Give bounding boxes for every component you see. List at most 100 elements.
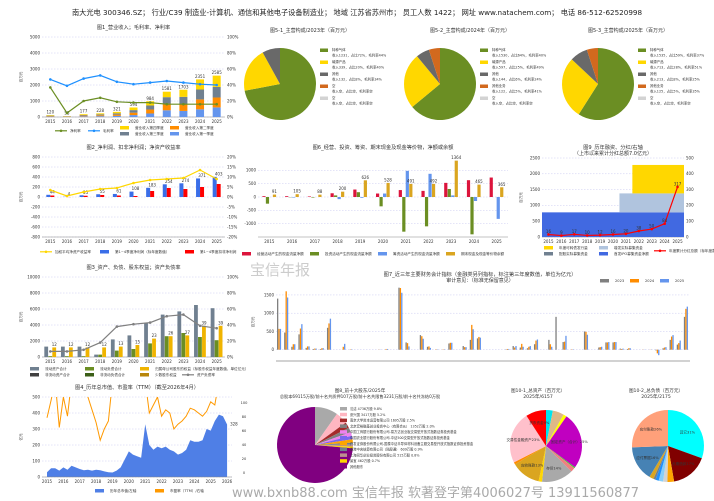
legend-swatch [170,132,179,136]
indicator-bar [513,346,514,350]
legend-label: 流动资产合计 [45,366,67,371]
equity-label: 12 [102,342,108,347]
cashflow-bar [266,197,269,204]
legend-label: 资产负债率 [197,372,215,377]
legend-detail: 收入1231，占比72%，毛利率44% [332,53,387,58]
x-tick-label: 2015 [264,239,275,244]
indicator-bar [514,348,515,350]
y-tick-label: 1500 [264,292,275,297]
indicator-bar [477,338,478,349]
cashflow-bar [451,195,454,197]
bar-value-label: 2585 [212,70,223,75]
line-debt-ratio-point [82,349,85,352]
legend-label: 广发证券股份有限公司-国泰中证半导体材料设备主题交易型开放式指数证券投资基金 [350,441,474,446]
legend-detail: 收入125，占比5%，毛利率35% [650,89,701,94]
x-tick-label: 2016 [62,119,73,124]
revenue-bar-segment [113,116,121,117]
equity-label: 23 [152,333,158,338]
y-tick-label: -500 [247,208,257,213]
x-tick-label: 2020 [128,119,139,124]
indicator-bar [277,299,278,350]
line-gross-margin-point [99,74,102,77]
bar-value-label: 1364 [451,155,462,160]
indicator-bar [515,346,516,350]
chart-title: 图10-2_总负债（百万元） [629,387,683,394]
balance-bar [65,356,69,357]
chart-title: 图4_历年总市值、市盈率（TTM）（截至2026年4月） [75,383,199,391]
dividend-label: 317 [674,181,682,186]
equity-label: 27 [185,330,191,335]
legend-detail: 收入132，占比8%，毛利率34% [332,77,383,82]
chart-c4: 0100200300400500图4_历年总市值、市盈率（TTM）（截至2026… [0,382,240,500]
balance-bar [115,351,119,357]
x-tick-label: 2024 [469,239,480,244]
bar-value-label: 626 [361,175,369,180]
profit-bar [130,192,134,197]
y-tick-label: 1000 [530,203,541,208]
balance-bar [161,315,165,357]
line-net-margin-point [99,97,102,100]
revenue-bar-segment [163,110,171,117]
y2-tick-label: 0% [227,194,234,199]
dividend-label: 16 [610,229,616,234]
indicator-bar [664,348,665,350]
profit-bar [163,184,167,197]
indicator-bar [420,335,421,350]
x-tick-label: 2025 [212,359,223,364]
legend-swatch [340,453,347,457]
legend-label: 非流动资产合计 [45,372,71,377]
revenue-bar-segment [179,90,187,97]
cashflow-bar [500,187,503,197]
chart-subtitle: 2025年/6157 [523,393,553,400]
indicator-bar [672,335,673,350]
legend-label: 空 [332,95,336,100]
line-net-margin-point [66,112,69,115]
indicator-bar [323,348,324,349]
line-roe-point [132,182,135,185]
equity-label: 15 [135,340,141,345]
line-debt-ratio [50,315,216,352]
cashflow-bar [334,195,337,197]
indicator-bar [343,347,344,350]
x-tick-label: 2024 [660,239,671,244]
cashflow-bar [387,183,390,197]
x-tick-label: 2019 [595,239,606,244]
x-tick-label: 2015 [45,119,56,124]
y2-tick-label: 15% [227,164,236,169]
line-net-margin-point [82,100,85,103]
legend-detail: 收入1535，占比59%，毛利率37% [650,53,705,58]
line-gross-margin-point [215,84,218,87]
indicator-bar [286,291,287,349]
y-tick-label: -200 [31,204,41,209]
indicator-bar [421,336,422,350]
legend-swatch [340,442,347,446]
bar-value-label: 371 [198,173,206,178]
revenue-bar-segment [196,109,204,117]
indicator-bar [314,349,315,350]
revenue-bar-segment [130,107,138,110]
indicator-bar [471,325,472,350]
revenue-bar-segment [163,97,171,103]
legend-label: 北京宏裕融基创业投资中心（有限合伙） 1352万股 2.0% [350,423,435,428]
profit-bar [50,196,54,198]
revenue-bar-segment [196,89,204,99]
revenue-bar-segment [96,115,104,116]
slice-label: 货币资金9% [529,420,550,425]
y2-tick-label: 5% [227,184,234,189]
line-net-margin-point [132,101,135,104]
legend-swatch [480,73,488,77]
indicator-bar [687,307,688,350]
legend-label: 配股实际募集资金 [559,251,588,256]
indicator-bar [298,334,299,349]
x-tick-label: 2018 [95,359,106,364]
profit-bar [134,196,138,197]
x-tick-label: 2021 [621,239,632,244]
indicator-bar [398,288,399,350]
indicator-bar [321,348,322,349]
x-tick-label: 2021 [145,119,156,124]
legend-swatch [170,126,179,130]
y2-tick-label: 80% [227,50,236,55]
legend-swatch [120,126,129,130]
legend-swatch [100,250,109,254]
chart-title: 图10-1_总资产（百万元） [511,387,565,394]
